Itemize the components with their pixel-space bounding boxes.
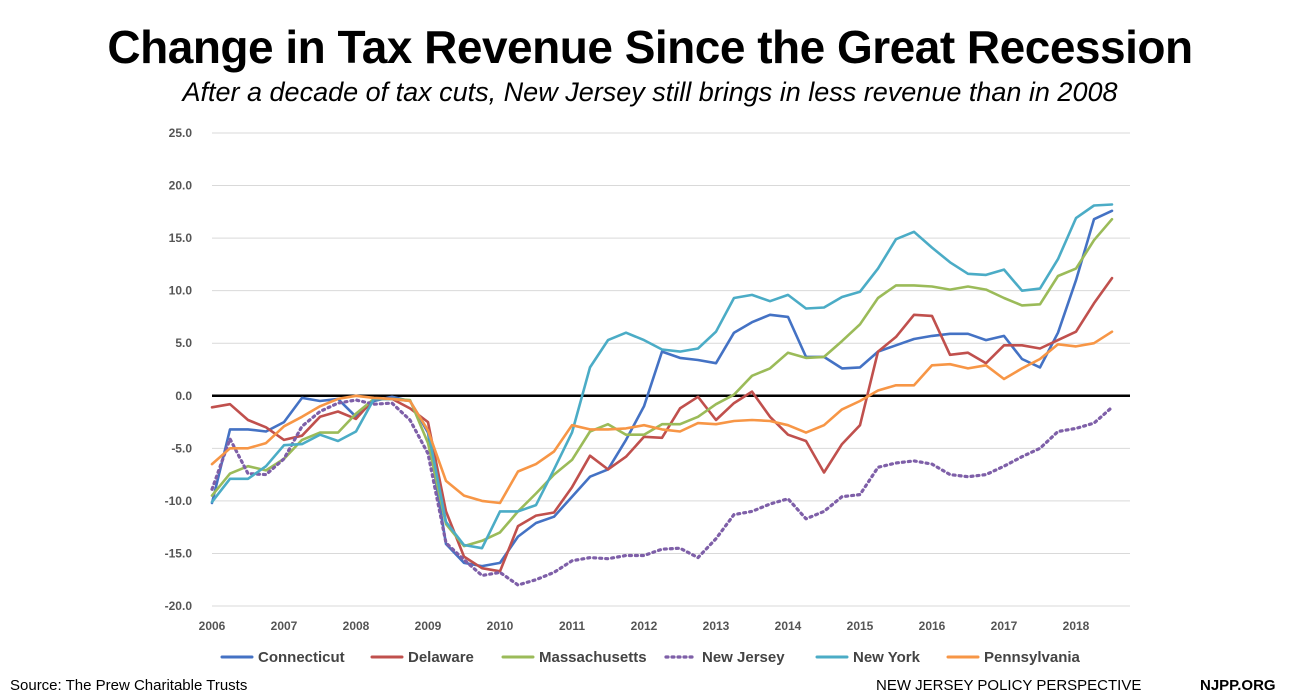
x-tick-label: 2012 — [631, 619, 658, 633]
y-axis: 25.0 20.0 15.0 10.0 5.0 0.0 -5.0 -10.0 -15.0 -20.… — [165, 126, 193, 613]
chart-subtitle: After a decade of tax cuts, New Jersey s… — [182, 77, 1118, 107]
legend: Connecticut Delaware Massachusetts New Jers… — [220, 649, 1081, 666]
legend-label-new-jersey: New Jersey — [702, 649, 785, 666]
x-axis: 2006 2007 2008 2009 2010 2011 2012 2013 2014 2015… — [199, 619, 1090, 633]
series-line-connecticut — [210, 209, 1114, 568]
x-tick-label: 2014 — [775, 619, 802, 633]
legend-label-new-york: New York — [853, 649, 921, 666]
organization-name: NEW JERSEY POLICY PERSPECTIVE — [876, 677, 1142, 694]
y-tick-label: -10.0 — [165, 494, 193, 508]
series-layer — [210, 203, 1114, 587]
x-tick-label: 2008 — [343, 619, 370, 633]
y-tick-label: 15.0 — [169, 231, 193, 245]
x-tick-label: 2007 — [271, 619, 298, 633]
x-tick-label: 2010 — [487, 619, 514, 633]
y-tick-label: 5.0 — [175, 336, 192, 350]
series-line-new-york — [210, 203, 1114, 550]
legend-label-connecticut: Connecticut — [258, 649, 345, 666]
website-link[interactable]: NJPP.ORG — [1200, 677, 1276, 694]
legend-label-delaware: Delaware — [408, 649, 474, 666]
x-tick-label: 2016 — [919, 619, 946, 633]
y-tick-label: 20.0 — [169, 179, 193, 193]
x-tick-label: 2011 — [559, 619, 585, 633]
series-line-new-jersey — [210, 398, 1114, 587]
y-tick-label: 10.0 — [169, 284, 193, 298]
x-tick-label: 2015 — [847, 619, 874, 633]
x-tick-label: 2006 — [199, 619, 226, 633]
legend-label-pennsylvania: Pennsylvania — [984, 649, 1081, 666]
y-tick-label: -15.0 — [165, 546, 193, 560]
y-tick-label: -5.0 — [171, 441, 192, 455]
x-tick-label: 2013 — [703, 619, 730, 633]
source-note: Source: The Prew Charitable Trusts — [10, 677, 248, 694]
x-tick-label: 2009 — [415, 619, 442, 633]
y-tick-label: -20.0 — [165, 599, 193, 613]
series-line-delaware — [210, 276, 1114, 573]
chart-title: Change in Tax Revenue Since the Great Re… — [107, 21, 1193, 73]
x-tick-label: 2018 — [1063, 619, 1090, 633]
x-tick-label: 2017 — [991, 619, 1018, 633]
series-line-massachusetts — [210, 217, 1114, 548]
y-tick-label: 25.0 — [169, 126, 193, 140]
legend-label-massachusetts: Massachusetts — [539, 649, 647, 666]
series-line-pennsylvania — [210, 330, 1114, 505]
y-tick-label: 0.0 — [175, 389, 192, 403]
